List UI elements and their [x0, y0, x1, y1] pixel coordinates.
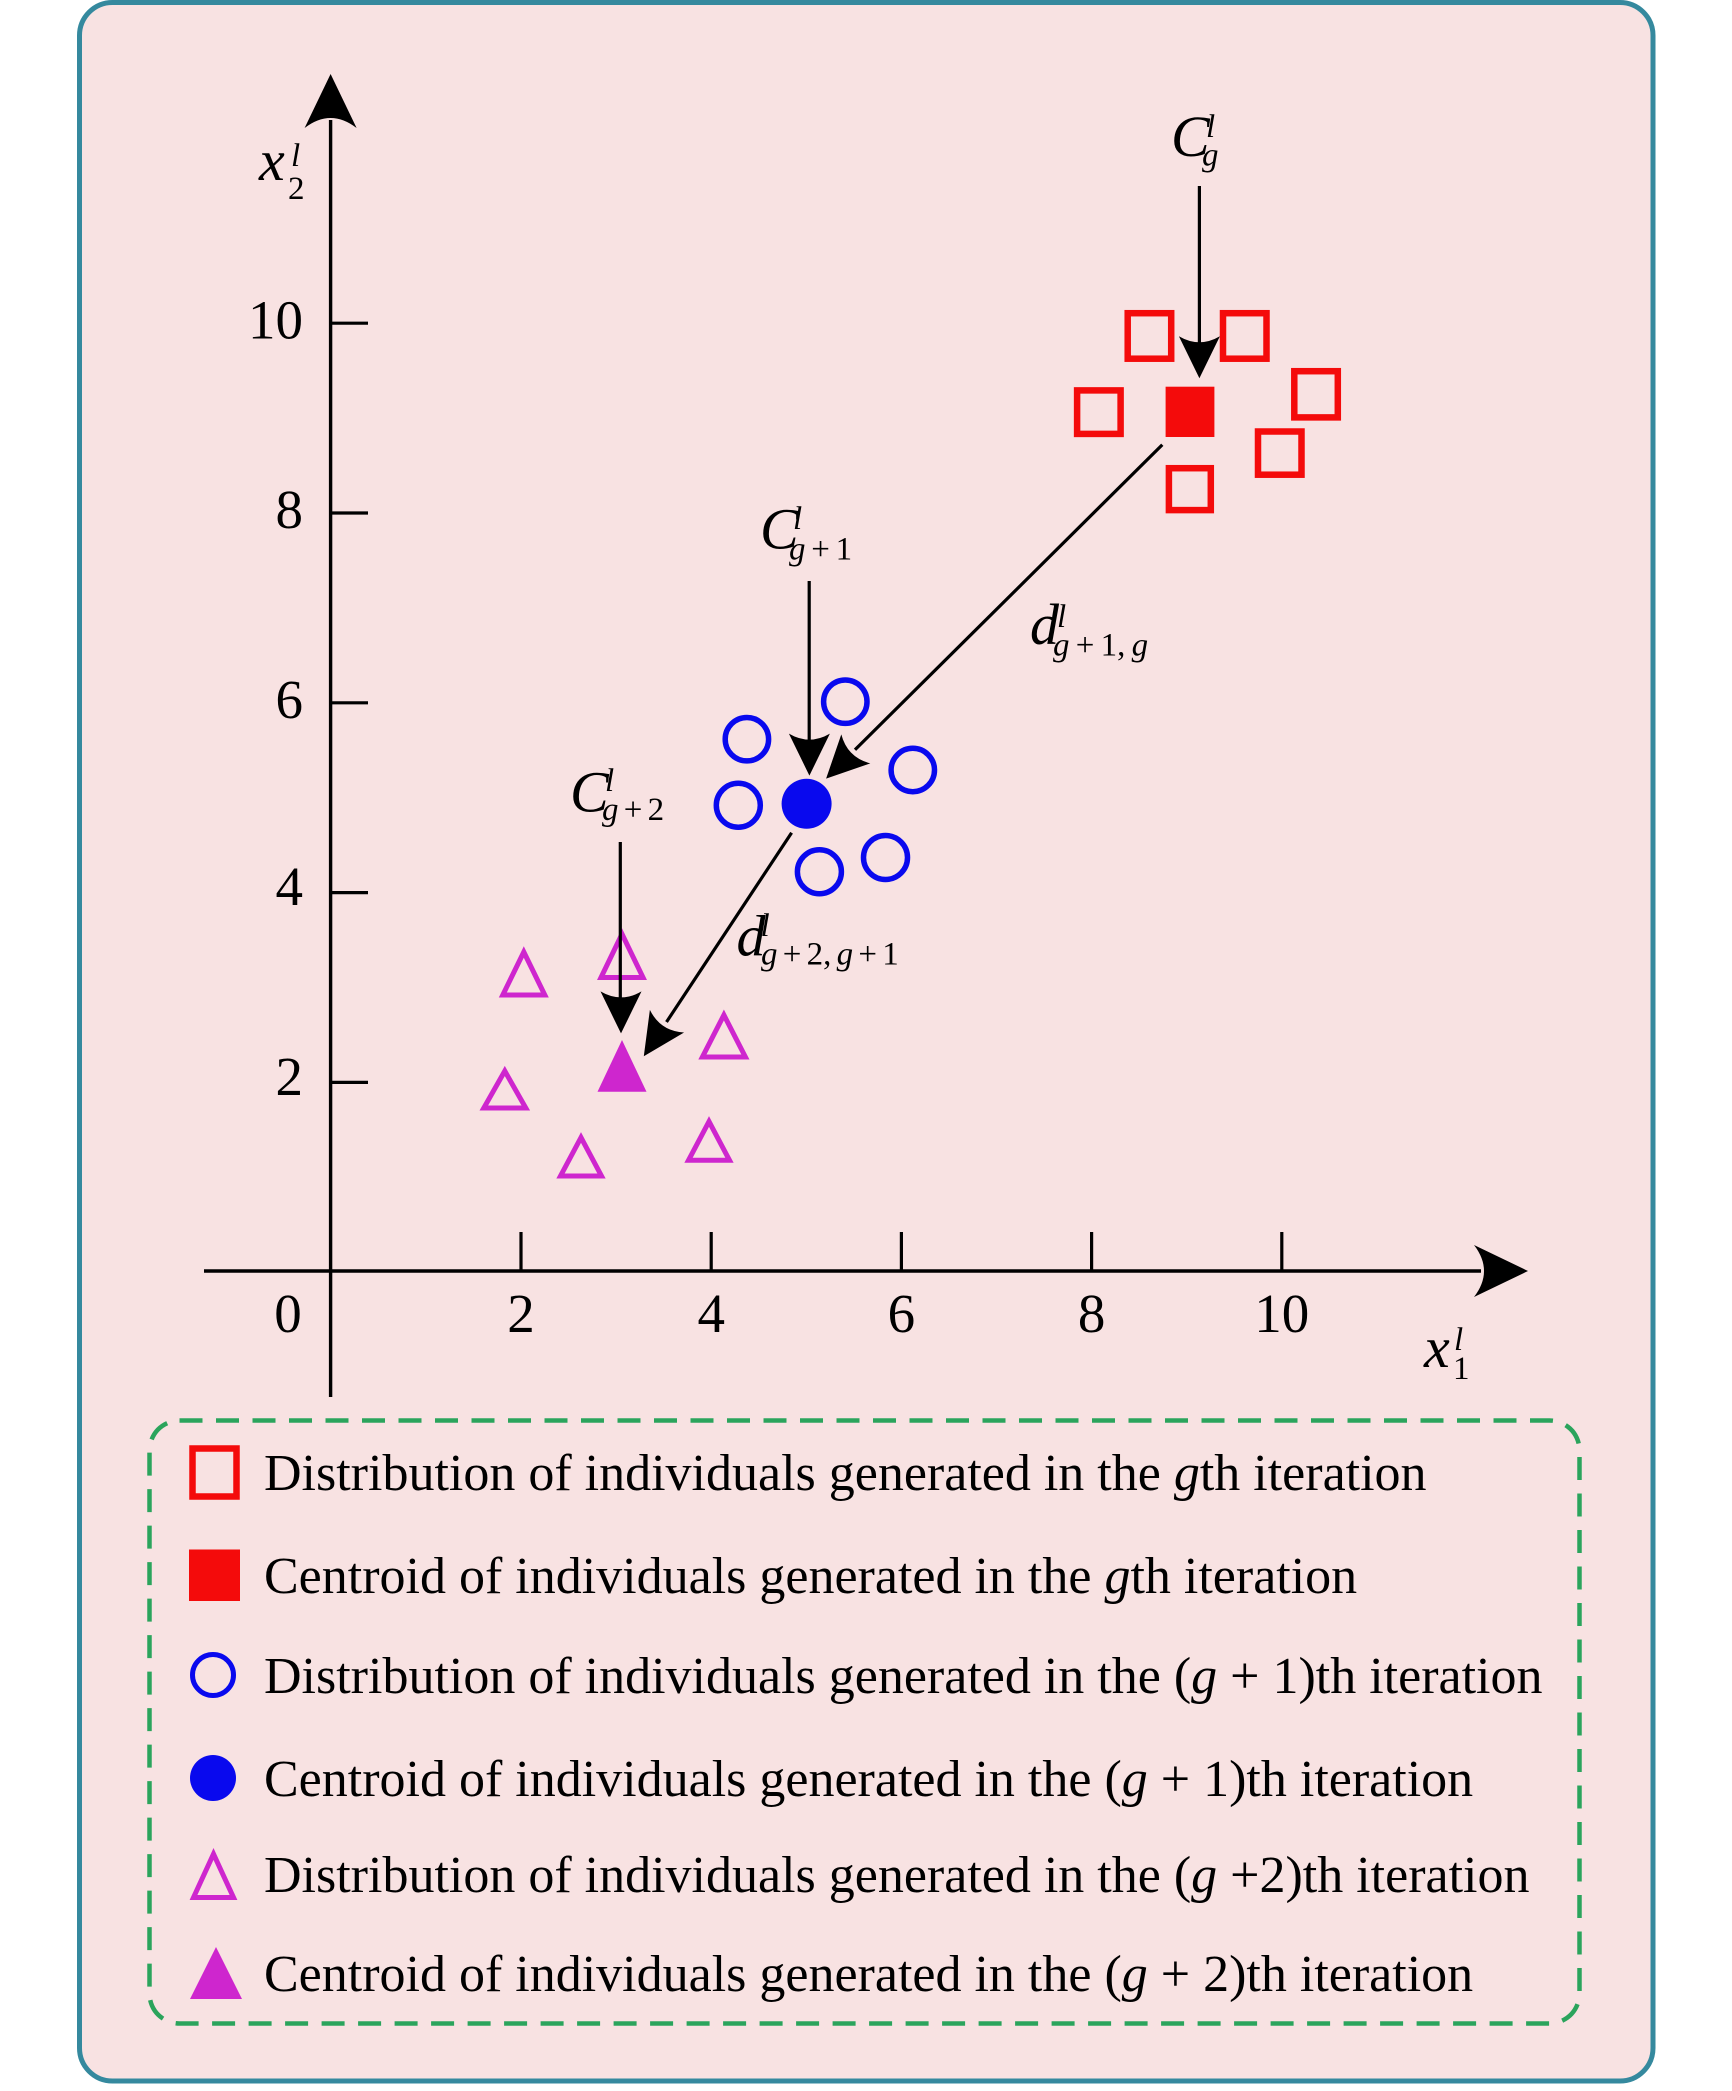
- svg-text:g: g: [1202, 138, 1219, 174]
- svg-text:l: l: [761, 908, 770, 944]
- svg-text:8: 8: [276, 479, 304, 540]
- svg-text:l: l: [1057, 599, 1066, 635]
- svg-text:Centroid of individuals genera: Centroid of individuals generated in the…: [264, 1946, 1473, 2003]
- svg-text:g + 2, g + 1: g + 2, g + 1: [761, 937, 899, 973]
- svg-text:C: C: [570, 760, 610, 825]
- svg-text:g + 1: g + 1: [789, 532, 852, 568]
- svg-text:2: 2: [288, 171, 305, 207]
- svg-text:l: l: [1454, 1322, 1463, 1358]
- svg-text:l: l: [793, 501, 802, 537]
- svg-text:Distribution of individuals ge: Distribution of individuals generated in…: [264, 1648, 1543, 1705]
- svg-text:l: l: [291, 138, 300, 174]
- svg-text:1: 1: [1453, 1351, 1470, 1387]
- svg-text:x: x: [258, 128, 285, 193]
- svg-text:10: 10: [1254, 1283, 1309, 1344]
- svg-text:l: l: [1206, 109, 1215, 145]
- svg-text:8: 8: [1078, 1283, 1106, 1344]
- svg-text:g + 2: g + 2: [602, 792, 664, 828]
- svg-text:C: C: [760, 497, 800, 562]
- svg-text:Centroid of individuals genera: Centroid of individuals generated in the…: [264, 1751, 1473, 1808]
- svg-text:2: 2: [507, 1283, 535, 1344]
- svg-text:0: 0: [274, 1283, 302, 1344]
- svg-text:C: C: [1171, 104, 1211, 169]
- svg-text:Distribution of individuals ge: Distribution of individuals generated in…: [264, 1847, 1530, 1904]
- svg-text:g + 1, g: g + 1, g: [1053, 628, 1148, 664]
- svg-text:Distribution of individuals ge: Distribution of individuals generated in…: [264, 1445, 1427, 1502]
- svg-text:d: d: [737, 904, 767, 969]
- svg-text:x: x: [1423, 1315, 1450, 1380]
- svg-text:10: 10: [248, 290, 303, 351]
- svg-text:6: 6: [276, 669, 304, 730]
- svg-text:l: l: [605, 763, 614, 799]
- svg-text:6: 6: [888, 1283, 916, 1344]
- svg-text:Centroid of individuals genera: Centroid of individuals generated in the…: [264, 1548, 1357, 1605]
- svg-text:4: 4: [276, 856, 304, 917]
- svg-text:2: 2: [276, 1046, 304, 1107]
- svg-text:d: d: [1030, 592, 1060, 657]
- svg-text:4: 4: [697, 1283, 725, 1344]
